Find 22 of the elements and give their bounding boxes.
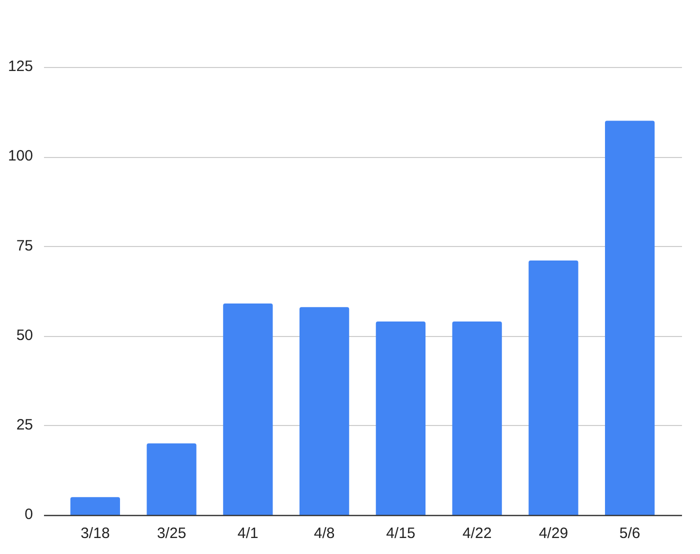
bar	[528, 260, 578, 515]
y-tick-label: 25	[16, 416, 33, 434]
y-tick-label: 50	[16, 326, 33, 344]
y-tick-label: 125	[8, 58, 33, 76]
x-tick-label: 3/25	[156, 525, 186, 542]
bar	[452, 321, 502, 515]
x-tick-label: 4/29	[538, 525, 568, 542]
x-tick-label: 4/1	[238, 525, 258, 542]
bar	[146, 443, 196, 515]
bar	[70, 497, 120, 515]
y-tick-label: 75	[16, 237, 33, 254]
y-tick-label: 0	[24, 506, 33, 524]
y-tick-label: 100	[8, 148, 33, 165]
x-tick-label: 4/22	[462, 525, 492, 542]
x-tick-label: 4/8	[314, 525, 335, 542]
x-tick-label: 3/18	[80, 525, 110, 542]
x-tick-label: 4/15	[386, 525, 416, 542]
bar	[376, 321, 426, 515]
bar	[299, 307, 350, 515]
x-tick-label: 5/6	[619, 525, 640, 542]
bar	[604, 120, 655, 515]
bar	[223, 304, 273, 515]
